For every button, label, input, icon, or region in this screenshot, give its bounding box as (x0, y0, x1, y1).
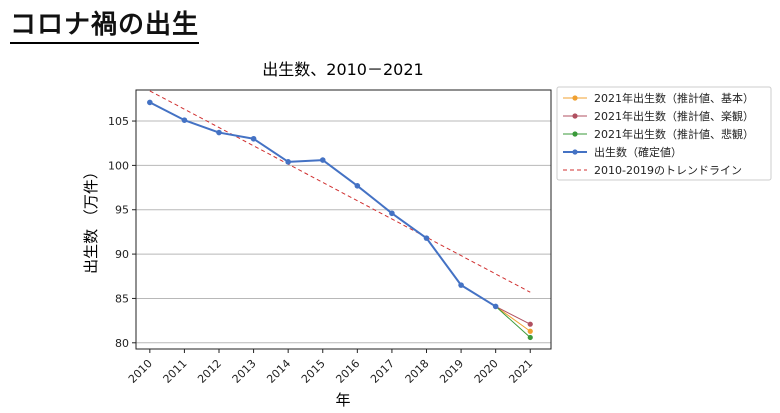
x-tick-label: 2018 (403, 357, 432, 386)
x-tick-label: 2012 (195, 357, 224, 386)
x-tick-label: 2011 (161, 357, 190, 386)
data-point-actual (354, 182, 361, 189)
y-axis: 80 85 90 95 100 105 (108, 115, 136, 350)
x-tick-label: 2020 (472, 357, 501, 386)
data-point-estimate (527, 321, 533, 327)
data-point-actual (250, 135, 257, 142)
y-tick-label: 85 (115, 292, 129, 305)
x-tick-label: 2021 (506, 357, 535, 386)
legend-label: 2010-2019のトレンドライン (594, 164, 742, 177)
x-tick-label: 2017 (368, 357, 397, 386)
y-axis-label: 出生数 （万件） (82, 164, 100, 274)
series-layer (147, 90, 533, 341)
x-axis-label: 年 (335, 391, 350, 409)
x-tick-label: 2014 (264, 357, 293, 386)
data-point-actual (458, 282, 464, 288)
x-tick-label: 2016 (333, 357, 362, 386)
x-tick-label: 2019 (437, 357, 466, 386)
data-point-actual (216, 129, 222, 136)
series-line-estimate (495, 305, 531, 325)
data-point-actual (147, 99, 153, 106)
x-tick-label: 2015 (299, 357, 328, 386)
data-point-estimate (527, 334, 533, 341)
data-point-actual (285, 159, 291, 165)
legend-marker (572, 131, 578, 137)
y-tick-label: 105 (108, 115, 129, 128)
legend-marker (572, 149, 578, 155)
legend: 2021年出生数（推計値、基本） 2021年出生数（推計値、楽観） 2021年出生数… (556, 86, 772, 181)
series-line-estimate (495, 306, 531, 338)
data-point-estimate (527, 328, 533, 334)
page-heading: コロナ禍の出生 (10, 4, 200, 44)
data-point-actual (492, 303, 499, 310)
data-point-actual (319, 157, 326, 163)
x-tick-label: 2010 (126, 357, 155, 386)
data-point-actual (423, 235, 430, 241)
y-tick-label: 90 (115, 248, 129, 261)
legend-label: 2021年出生数（推計値、悲観） (594, 127, 754, 141)
plot-frame (135, 89, 552, 350)
grid (136, 120, 551, 344)
trendline (149, 90, 531, 293)
x-axis: 2010 2011 2012 2013 2014 2015 2016 2017 2018 2019… (126, 349, 535, 386)
y-tick-label: 100 (108, 159, 129, 172)
legend-label: 出生数（確定値） (594, 145, 682, 159)
legend-label: 2021年出生数（推計値、基本） (594, 91, 754, 105)
data-point-actual (181, 117, 188, 123)
series-line-actual (149, 101, 497, 308)
y-tick-label: 80 (115, 337, 129, 350)
chart-title: 出生数、2010－2021 (262, 60, 423, 79)
series-line-estimate (495, 306, 531, 332)
legend-marker (572, 113, 578, 119)
legend-marker (572, 95, 578, 101)
legend-box (556, 86, 772, 181)
data-point-actual (389, 210, 395, 217)
x-tick-label: 2013 (230, 357, 259, 386)
y-tick-label: 95 (115, 204, 129, 217)
legend-label: 2021年出生数（推計値、楽観） (594, 109, 754, 123)
